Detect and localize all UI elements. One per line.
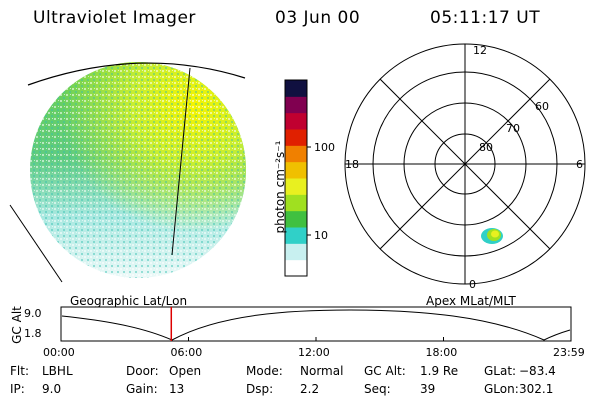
image-date: 03 Jun 00 — [275, 8, 361, 28]
altitude-y-bottom: 1.8 — [24, 327, 42, 340]
auroral-blob — [481, 228, 503, 244]
auroral-disc — [30, 62, 246, 278]
info-value: −83.4 — [519, 364, 556, 378]
lat-label-70: 70 — [506, 122, 520, 135]
colorbar-cell — [285, 96, 307, 114]
info-key: GLat: — [484, 364, 517, 378]
altitude-x-tick-label: 12:00 — [298, 346, 330, 359]
colorbar-cell — [285, 161, 307, 179]
colorbar-cell — [285, 178, 307, 195]
info-key: IP: — [10, 382, 25, 396]
colorbar-cell — [285, 259, 307, 277]
info-value: Open — [169, 364, 202, 378]
altitude-ylabel: GC Alt — [10, 306, 24, 344]
altitude-x-tick-label: 23:59 — [553, 346, 585, 359]
image-time: 05:11:17 UT — [430, 8, 541, 28]
info-value: 9.0 — [42, 382, 62, 396]
info-key: Dsp: — [246, 382, 274, 396]
colorbar-cell — [285, 129, 307, 146]
altitude-strip-plot — [60, 306, 572, 342]
polar-plot: 12 18 6 0 60 70 80 — [344, 43, 586, 290]
lat-label-60: 60 — [535, 100, 549, 113]
altitude-curve — [61, 309, 571, 341]
mlt-label-18: 18 — [345, 158, 359, 171]
geographic-panel-label: Geographic Lat/Lon — [70, 294, 188, 308]
info-value: 13 — [169, 382, 185, 396]
altitude-x-tick-label: 00:00 — [43, 346, 75, 359]
terminator-line — [171, 67, 191, 256]
info-key: Seq: — [364, 382, 391, 396]
colorbar-cell — [285, 80, 307, 97]
mlt-label-6: 6 — [576, 158, 583, 171]
info-value: 302.1 — [519, 382, 554, 396]
info-key: Door: — [126, 364, 159, 378]
colorbar-unit-label: photon cm⁻²s⁻¹ — [273, 140, 287, 234]
info-value: LBHL — [42, 364, 73, 378]
colorbar-cell — [285, 210, 307, 228]
info-value: 2.2 — [300, 382, 320, 396]
colorbar-cell — [285, 243, 307, 261]
info-key: GC Alt: — [364, 364, 406, 378]
limb-arc — [27, 62, 246, 86]
limb-arc-left — [9, 204, 63, 283]
colorbar-tick-100: 100 — [314, 141, 335, 154]
mlt-label-0: 0 — [469, 278, 476, 290]
colorbar-cell — [285, 227, 307, 244]
info-value: Normal — [300, 364, 344, 378]
info-key: Gain: — [126, 382, 158, 396]
altitude-y-top: 9.0 — [24, 307, 42, 320]
colorbar-cell — [285, 194, 307, 212]
altitude-x-tick-label: 18:00 — [425, 346, 458, 359]
colorbar-cell — [285, 145, 307, 163]
mlt-label-12: 12 — [473, 44, 487, 57]
lat-label-80: 80 — [479, 141, 493, 154]
colorbar — [284, 79, 311, 277]
info-value: 39 — [420, 382, 436, 396]
geographic-image — [9, 62, 246, 283]
info-key: GLon: — [484, 382, 519, 396]
info-value: 1.9 Re — [420, 364, 459, 378]
info-key: Mode: — [246, 364, 283, 378]
colorbar-cell — [285, 112, 307, 130]
info-key: Flt: — [10, 364, 29, 378]
colorbar-tick-10: 10 — [314, 229, 328, 242]
image-title: Ultraviolet Imager — [33, 8, 196, 28]
altitude-x-tick-label: 06:00 — [170, 346, 203, 359]
apex-panel-label: Apex MLat/MLT — [426, 294, 516, 308]
